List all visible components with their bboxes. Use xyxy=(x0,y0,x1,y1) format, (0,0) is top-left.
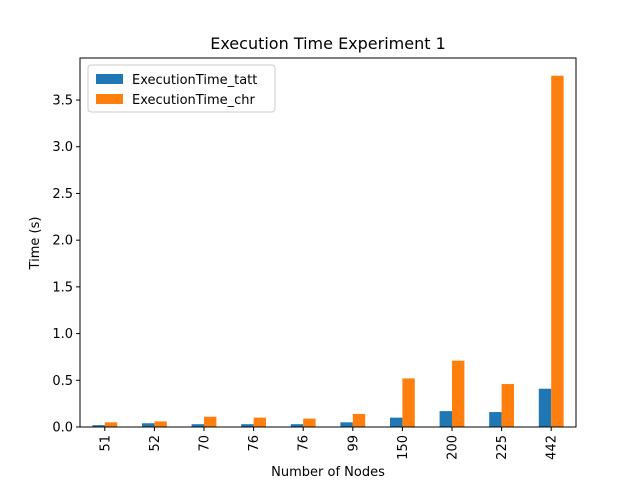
y-tick-label: 2.5 xyxy=(52,187,73,202)
x-tick-label: 99 xyxy=(346,435,361,452)
y-tick-label: 1.0 xyxy=(52,327,73,342)
x-axis-title: Number of Nodes xyxy=(271,465,385,480)
bar-ExecutionTime_tatt-5 xyxy=(340,422,353,427)
y-tick-label: 3.5 xyxy=(52,94,73,109)
x-tick-label: 51 xyxy=(98,435,113,452)
bar-ExecutionTime_chr-1 xyxy=(154,421,167,427)
x-tick-label: 225 xyxy=(495,435,510,460)
y-tick-label: 2.0 xyxy=(52,234,73,249)
legend-swatch-ExecutionTime_tatt xyxy=(96,74,123,84)
bar-ExecutionTime_chr-0 xyxy=(104,422,118,427)
axes-layer: 0.0 0.5 1.0 1.5 2.0 2.5 3.0 3.5 51 52 70 76 76 99 150 2… xyxy=(52,57,577,460)
legend-box xyxy=(87,64,276,113)
bar-ExecutionTime_tatt-2 xyxy=(191,424,204,427)
legend-label-ExecutionTime_chr: ExecutionTime_chr xyxy=(132,93,255,108)
bar-ExecutionTime_chr-8 xyxy=(501,384,514,427)
bar-ExecutionTime_tatt-3 xyxy=(241,424,254,427)
x-tick-label: 70 xyxy=(198,435,213,452)
x-tick-label: 76 xyxy=(297,435,312,452)
bar-ExecutionTime_tatt-9 xyxy=(538,388,552,427)
bar-ExecutionTime_chr-5 xyxy=(352,413,366,427)
bar-ExecutionTime_tatt-7 xyxy=(439,411,452,427)
bar-ExecutionTime_chr-9 xyxy=(551,75,564,428)
bar-ExecutionTime_chr-6 xyxy=(402,378,415,427)
bar-ExecutionTime_chr-4 xyxy=(303,418,316,427)
bar-ExecutionTime_tatt-0 xyxy=(92,425,105,427)
y-tick-label: 0.5 xyxy=(52,374,73,389)
bar-ExecutionTime_tatt-1 xyxy=(142,423,155,427)
chart-title: Execution Time Experiment 1 xyxy=(210,34,446,53)
bar-ExecutionTime_tatt-6 xyxy=(390,417,403,427)
bar-ExecutionTime_tatt-8 xyxy=(489,412,502,427)
bars-layer xyxy=(92,75,564,428)
legend-label-ExecutionTime_tatt: ExecutionTime_tatt xyxy=(132,73,257,88)
bar-ExecutionTime_chr-2 xyxy=(204,416,217,427)
x-tick-label: 200 xyxy=(446,435,461,460)
x-tick-label: 76 xyxy=(247,435,262,452)
x-tick-label: 150 xyxy=(396,435,411,460)
y-tick-label: 0.0 xyxy=(52,421,73,436)
y-tick-label: 3.0 xyxy=(52,140,73,155)
x-tick-label: 52 xyxy=(148,435,163,452)
x-tick-label: 442 xyxy=(545,435,560,460)
bar-ExecutionTime_chr-3 xyxy=(253,417,266,427)
bar-ExecutionTime_chr-7 xyxy=(452,360,465,427)
legend: ExecutionTime_tatt ExecutionTime_chr xyxy=(87,64,276,113)
bar-ExecutionTime_tatt-4 xyxy=(290,424,304,427)
legend-swatch-ExecutionTime_chr xyxy=(96,94,123,104)
y-tick-label: 1.5 xyxy=(52,280,73,295)
y-axis-title: Time (s) xyxy=(28,217,43,271)
plot-frame xyxy=(79,57,577,428)
